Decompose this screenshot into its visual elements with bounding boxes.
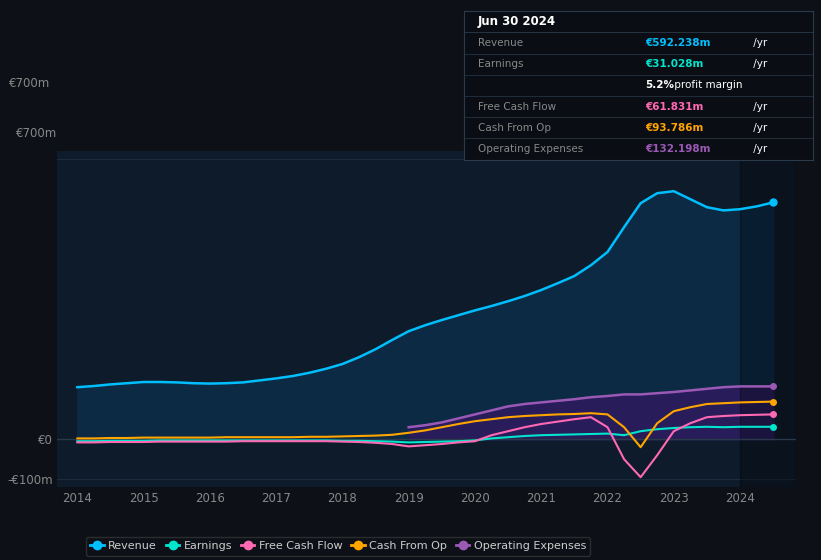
Text: Revenue: Revenue [478, 38, 523, 48]
Text: €93.786m: €93.786m [645, 123, 704, 133]
Text: €700m: €700m [16, 127, 57, 140]
Text: €132.198m: €132.198m [645, 144, 711, 154]
Text: /yr: /yr [750, 38, 768, 48]
Legend: Revenue, Earnings, Free Cash Flow, Cash From Op, Operating Expenses: Revenue, Earnings, Free Cash Flow, Cash … [86, 536, 590, 556]
Text: Free Cash Flow: Free Cash Flow [478, 101, 556, 111]
Text: profit margin: profit margin [672, 81, 743, 90]
Text: €700m: €700m [10, 77, 51, 90]
Text: Operating Expenses: Operating Expenses [478, 144, 583, 154]
Text: €592.238m: €592.238m [645, 38, 711, 48]
Text: /yr: /yr [750, 59, 768, 69]
Text: /yr: /yr [750, 101, 768, 111]
Text: Jun 30 2024: Jun 30 2024 [478, 15, 556, 29]
Text: €61.831m: €61.831m [645, 101, 704, 111]
Text: /yr: /yr [750, 123, 768, 133]
Bar [740, 151, 796, 487]
Text: €31.028m: €31.028m [645, 59, 704, 69]
Text: Cash From Op: Cash From Op [478, 123, 551, 133]
Text: 5.2%: 5.2% [645, 81, 674, 90]
Text: Earnings: Earnings [478, 59, 523, 69]
Text: /yr: /yr [750, 144, 768, 154]
